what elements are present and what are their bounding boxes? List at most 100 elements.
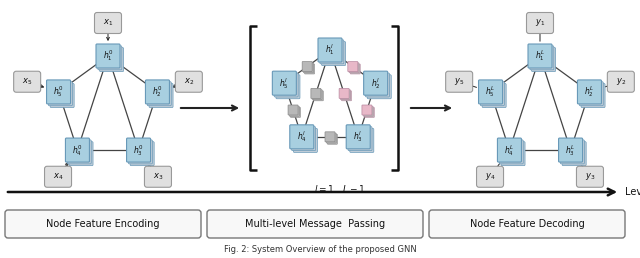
- FancyBboxPatch shape: [292, 127, 316, 151]
- FancyBboxPatch shape: [445, 71, 473, 92]
- Text: $h_{5}^{0}$: $h_{5}^{0}$: [53, 84, 64, 99]
- Text: $h_{4}^{l}$: $h_{4}^{l}$: [297, 129, 307, 144]
- FancyBboxPatch shape: [69, 142, 93, 166]
- FancyBboxPatch shape: [481, 82, 504, 106]
- FancyBboxPatch shape: [67, 140, 92, 164]
- Text: $h_{2}^{0}$: $h_{2}^{0}$: [152, 84, 163, 99]
- FancyBboxPatch shape: [527, 12, 554, 34]
- Text: $h_{4}^{0}$: $h_{4}^{0}$: [72, 143, 83, 158]
- FancyBboxPatch shape: [499, 140, 524, 164]
- Text: $h_{3}^{0}$: $h_{3}^{0}$: [133, 143, 144, 158]
- FancyBboxPatch shape: [363, 106, 373, 116]
- FancyBboxPatch shape: [429, 210, 625, 238]
- FancyBboxPatch shape: [147, 82, 172, 106]
- FancyBboxPatch shape: [291, 107, 300, 117]
- Text: $y_5$: $y_5$: [454, 76, 465, 87]
- Text: $h_{5}^{L}$: $h_{5}^{L}$: [486, 84, 495, 99]
- FancyBboxPatch shape: [318, 38, 342, 62]
- FancyBboxPatch shape: [273, 71, 296, 95]
- FancyBboxPatch shape: [96, 44, 120, 68]
- FancyBboxPatch shape: [326, 133, 336, 143]
- FancyBboxPatch shape: [288, 105, 298, 115]
- FancyBboxPatch shape: [349, 63, 359, 73]
- FancyBboxPatch shape: [577, 166, 604, 187]
- Text: $h_{3}^{l}$: $h_{3}^{l}$: [353, 129, 363, 144]
- FancyBboxPatch shape: [149, 84, 173, 108]
- FancyBboxPatch shape: [5, 210, 201, 238]
- FancyBboxPatch shape: [314, 91, 323, 101]
- FancyBboxPatch shape: [289, 106, 300, 116]
- FancyBboxPatch shape: [274, 73, 298, 97]
- Text: $h_{1}^{l}$: $h_{1}^{l}$: [325, 43, 335, 58]
- Text: $y_2$: $y_2$: [616, 76, 626, 87]
- FancyBboxPatch shape: [49, 82, 72, 106]
- FancyBboxPatch shape: [207, 210, 423, 238]
- Text: $h_{2}^{l}$: $h_{2}^{l}$: [371, 76, 381, 91]
- FancyBboxPatch shape: [47, 80, 70, 104]
- FancyBboxPatch shape: [342, 91, 351, 101]
- FancyBboxPatch shape: [364, 71, 388, 95]
- FancyBboxPatch shape: [577, 80, 602, 104]
- FancyBboxPatch shape: [607, 71, 634, 92]
- FancyBboxPatch shape: [328, 134, 337, 144]
- FancyBboxPatch shape: [98, 46, 122, 70]
- Text: Node Feature Decoding: Node Feature Decoding: [470, 219, 584, 229]
- FancyBboxPatch shape: [325, 132, 335, 142]
- FancyBboxPatch shape: [65, 138, 90, 162]
- FancyBboxPatch shape: [362, 105, 372, 115]
- FancyBboxPatch shape: [312, 90, 322, 100]
- FancyBboxPatch shape: [145, 166, 172, 187]
- FancyBboxPatch shape: [561, 140, 584, 164]
- FancyBboxPatch shape: [532, 47, 556, 72]
- FancyBboxPatch shape: [45, 166, 72, 187]
- FancyBboxPatch shape: [145, 80, 170, 104]
- FancyBboxPatch shape: [339, 88, 349, 98]
- Text: $h_{3}^{L}$: $h_{3}^{L}$: [566, 143, 575, 158]
- FancyBboxPatch shape: [340, 90, 350, 100]
- FancyBboxPatch shape: [479, 80, 502, 104]
- FancyBboxPatch shape: [350, 64, 360, 74]
- Text: $h_{5}^{l}$: $h_{5}^{l}$: [280, 76, 289, 91]
- Text: $h_{1}^{0}$: $h_{1}^{0}$: [102, 49, 113, 63]
- Text: $y_4$: $y_4$: [484, 171, 495, 182]
- Text: $x_3$: $x_3$: [153, 172, 163, 182]
- FancyBboxPatch shape: [350, 128, 374, 152]
- FancyBboxPatch shape: [100, 47, 124, 72]
- FancyBboxPatch shape: [346, 125, 370, 149]
- FancyBboxPatch shape: [477, 166, 504, 187]
- FancyBboxPatch shape: [175, 71, 202, 92]
- Text: $x_1$: $x_1$: [103, 18, 113, 28]
- FancyBboxPatch shape: [562, 142, 586, 166]
- Text: Node Feature Encoding: Node Feature Encoding: [46, 219, 160, 229]
- Text: $y_1$: $y_1$: [535, 18, 545, 28]
- Text: $l = 1 \ldots L-1$: $l = 1 \ldots L-1$: [314, 182, 365, 194]
- Text: Fig. 2: System Overview of the proposed GNN: Fig. 2: System Overview of the proposed …: [223, 245, 417, 254]
- FancyBboxPatch shape: [501, 142, 525, 166]
- FancyBboxPatch shape: [95, 12, 122, 34]
- Text: $h_{1}^{L}$: $h_{1}^{L}$: [535, 49, 545, 63]
- Text: Multi-level Message  Passing: Multi-level Message Passing: [245, 219, 385, 229]
- FancyBboxPatch shape: [276, 75, 300, 99]
- Text: $h_{2}^{L}$: $h_{2}^{L}$: [584, 84, 595, 99]
- FancyBboxPatch shape: [348, 62, 358, 71]
- FancyBboxPatch shape: [127, 138, 150, 162]
- FancyBboxPatch shape: [293, 128, 317, 152]
- FancyBboxPatch shape: [579, 82, 604, 106]
- FancyBboxPatch shape: [364, 107, 374, 117]
- FancyBboxPatch shape: [581, 84, 605, 108]
- FancyBboxPatch shape: [290, 125, 314, 149]
- Text: Level: Level: [625, 187, 640, 197]
- FancyBboxPatch shape: [528, 44, 552, 68]
- FancyBboxPatch shape: [530, 46, 554, 70]
- FancyBboxPatch shape: [322, 42, 346, 66]
- FancyBboxPatch shape: [305, 64, 315, 74]
- FancyBboxPatch shape: [13, 71, 41, 92]
- FancyBboxPatch shape: [497, 138, 522, 162]
- Text: $x_2$: $x_2$: [184, 76, 194, 87]
- FancyBboxPatch shape: [482, 84, 506, 108]
- FancyBboxPatch shape: [320, 40, 344, 64]
- FancyBboxPatch shape: [303, 63, 314, 73]
- FancyBboxPatch shape: [348, 127, 372, 151]
- FancyBboxPatch shape: [311, 88, 321, 98]
- FancyBboxPatch shape: [365, 73, 390, 97]
